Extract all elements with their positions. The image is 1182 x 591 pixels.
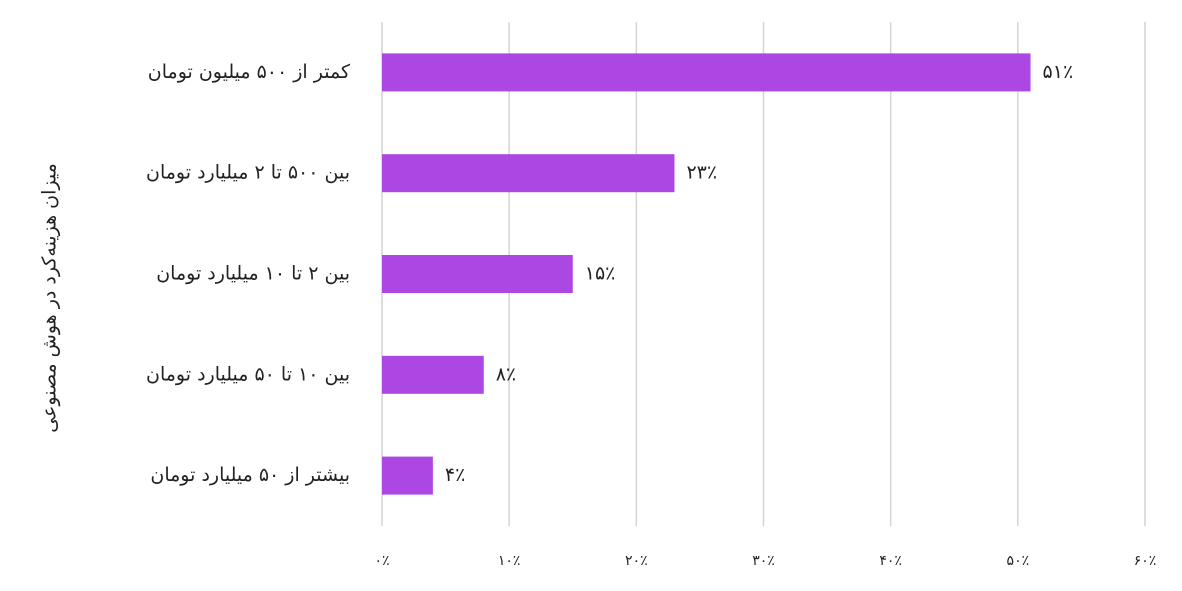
y-tick-label: بیشتر از ۵۰ میلیارد تومان [150, 464, 350, 486]
value-label: ۴٪ [445, 464, 465, 486]
y-tick-label: بین ۵۰۰ تا ۲ میلیارد تومان [146, 162, 350, 184]
value-label: ۵۱٪ [1043, 61, 1074, 83]
bar [382, 154, 675, 193]
x-tick-label: ۳۰٪ [752, 553, 775, 569]
bar [382, 456, 433, 495]
x-tick-label: ۶۰٪ [1134, 553, 1157, 569]
bar [382, 53, 1031, 92]
y-tick-label: بین ۱۰ تا ۵۰ میلیارد تومان [146, 363, 350, 385]
bar [382, 255, 573, 293]
x-tick-label: ۴۰٪ [879, 553, 902, 569]
x-tick-label: ۱۰٪ [498, 553, 521, 569]
value-label: ۸٪ [496, 363, 516, 385]
x-tick-label: ۲۰٪ [625, 553, 648, 569]
bar [382, 355, 484, 394]
value-label: ۲۳٪ [686, 162, 717, 184]
x-tick-label: ۰٪ [374, 553, 389, 569]
y-axis-title: میزان هزینه‌کرد در هوش مصنوعی [39, 163, 61, 433]
x-tick-label: ۵۰٪ [1007, 553, 1030, 569]
y-tick-label: بین ۲ تا ۱۰ میلیارد تومان [156, 263, 350, 285]
value-label: ۱۵٪ [585, 263, 616, 285]
y-tick-label: کمتر از ۵۰۰ میلیون تومان [148, 61, 351, 83]
